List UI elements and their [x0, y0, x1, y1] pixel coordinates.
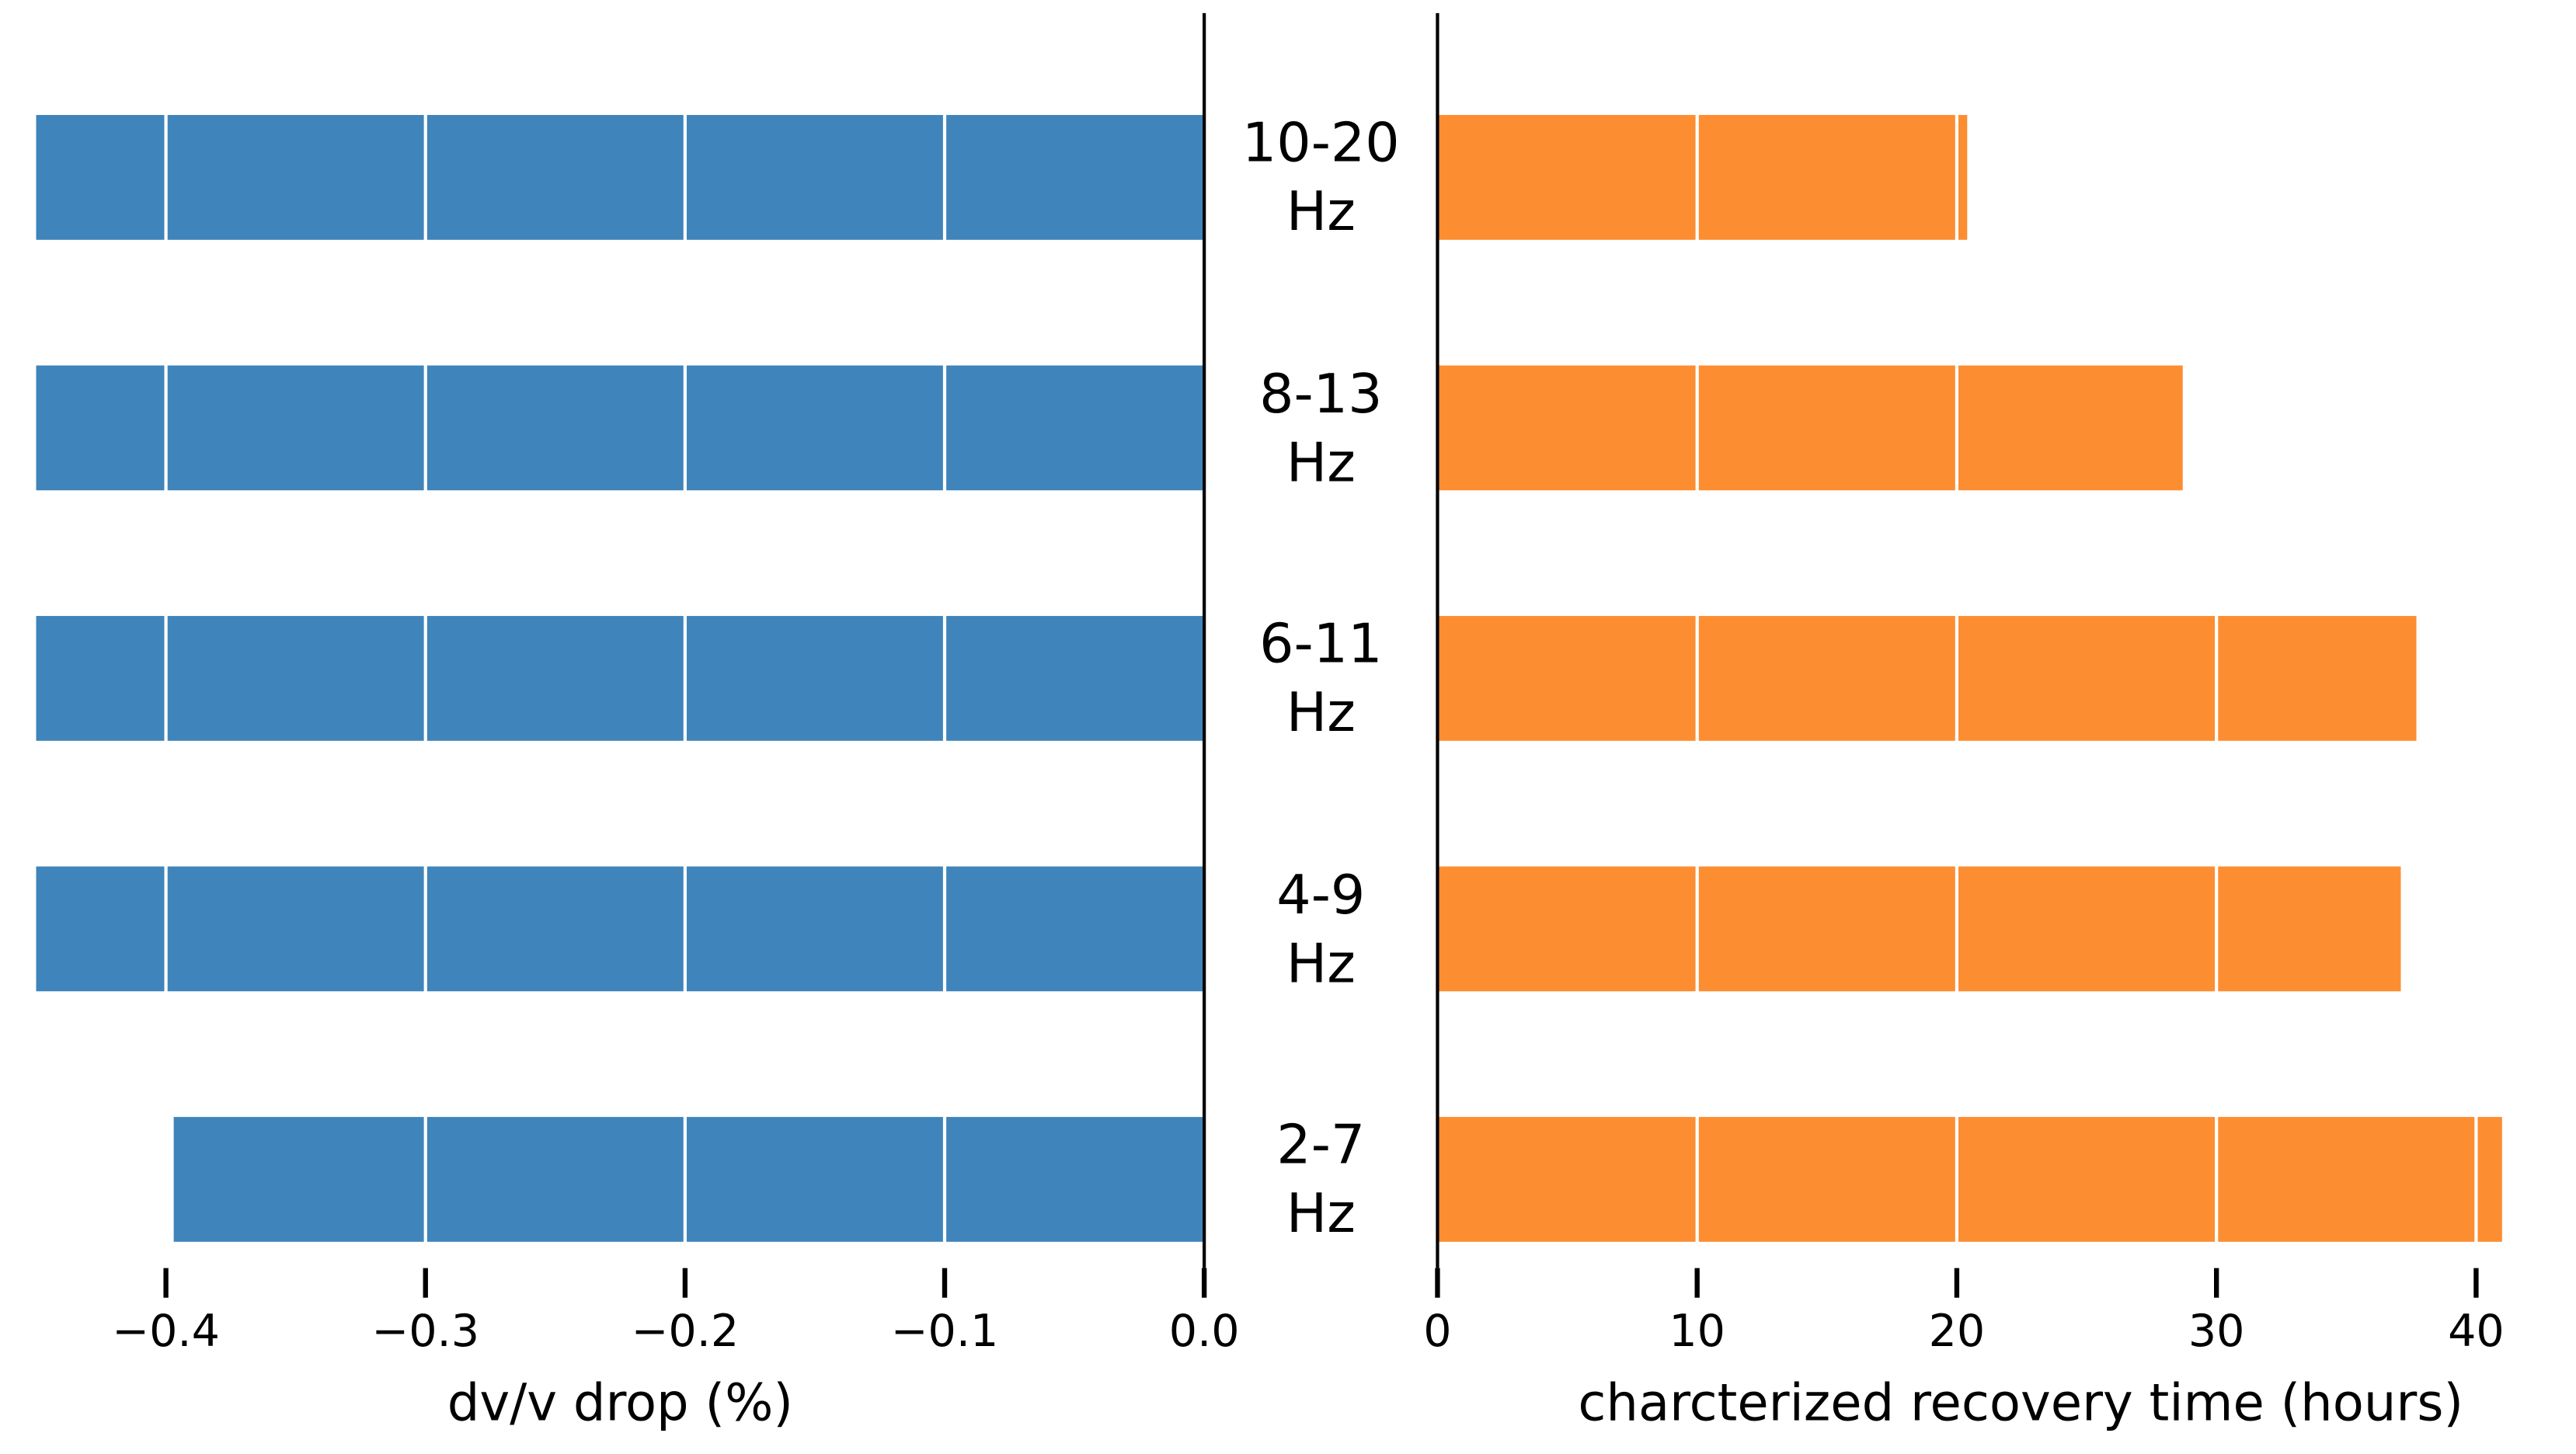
x-tick-label: 30	[2188, 1306, 2245, 1357]
category-label: 4-9 Hz	[1276, 861, 1366, 995]
bar	[36, 616, 1205, 741]
x-tick-label: 20	[1929, 1306, 1986, 1357]
bar	[36, 115, 1205, 240]
bar	[36, 365, 1205, 491]
bar	[1437, 365, 2183, 491]
x-axis-label: charcterized recovery time (hours)	[1578, 1373, 2463, 1432]
bar	[36, 866, 1205, 992]
x-tick-label: −0.1	[891, 1306, 999, 1357]
x-tick-label: 10	[1669, 1306, 1725, 1357]
bar	[1437, 866, 2401, 992]
category-label: 6-11 Hz	[1259, 610, 1383, 745]
bar	[173, 1117, 1205, 1242]
category-label: 2-7 Hz	[1276, 1111, 1366, 1246]
x-axis-label: dv/v drop (%)	[447, 1373, 793, 1432]
x-tick-label: −0.3	[371, 1306, 479, 1357]
bar	[1437, 1117, 2502, 1242]
x-tick-label: 0	[1423, 1306, 1451, 1357]
bar	[1437, 616, 2417, 741]
category-label: 8-13 Hz	[1259, 360, 1383, 494]
x-tick-label: 40	[2448, 1306, 2505, 1357]
x-tick-label: −0.4	[112, 1306, 220, 1357]
category-label: 10-20 Hz	[1241, 110, 1400, 243]
x-tick-label: −0.2	[632, 1306, 740, 1357]
bar	[1437, 115, 1968, 240]
x-tick-label: 0.0	[1169, 1306, 1240, 1357]
